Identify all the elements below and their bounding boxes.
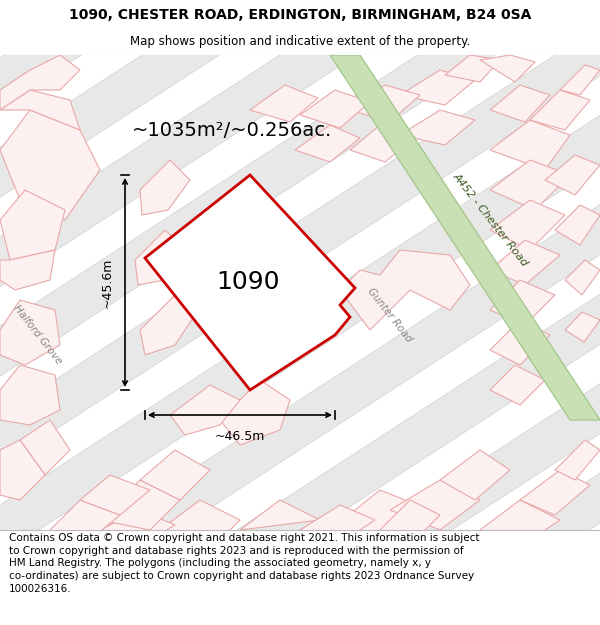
- Text: Gunter Road: Gunter Road: [366, 286, 414, 344]
- Polygon shape: [490, 365, 545, 405]
- Polygon shape: [0, 250, 55, 290]
- Polygon shape: [330, 490, 430, 540]
- Polygon shape: [0, 211, 600, 625]
- Polygon shape: [0, 90, 80, 130]
- Polygon shape: [480, 500, 560, 540]
- Polygon shape: [340, 250, 470, 330]
- Polygon shape: [0, 0, 317, 346]
- Polygon shape: [565, 260, 600, 295]
- Polygon shape: [140, 450, 210, 500]
- Polygon shape: [555, 205, 600, 245]
- Polygon shape: [0, 0, 439, 534]
- Polygon shape: [0, 0, 358, 409]
- Polygon shape: [565, 312, 600, 342]
- Polygon shape: [300, 90, 370, 128]
- Polygon shape: [0, 148, 600, 625]
- Polygon shape: [0, 365, 60, 425]
- Text: 1090: 1090: [216, 270, 280, 294]
- Text: Contains OS data © Crown copyright and database right 2021. This information is : Contains OS data © Crown copyright and d…: [9, 533, 479, 594]
- Text: Map shows position and indicative extent of the property.: Map shows position and indicative extent…: [130, 35, 470, 48]
- Polygon shape: [140, 160, 190, 215]
- Polygon shape: [0, 0, 276, 283]
- Polygon shape: [545, 155, 600, 195]
- Polygon shape: [480, 55, 535, 82]
- Polygon shape: [400, 110, 475, 145]
- Polygon shape: [170, 385, 240, 435]
- Polygon shape: [160, 500, 240, 550]
- Polygon shape: [0, 190, 65, 260]
- Polygon shape: [0, 337, 600, 625]
- Polygon shape: [490, 240, 560, 285]
- Polygon shape: [490, 280, 555, 325]
- Polygon shape: [0, 0, 235, 220]
- Polygon shape: [0, 110, 100, 220]
- Polygon shape: [490, 200, 565, 250]
- Polygon shape: [140, 295, 195, 355]
- Polygon shape: [0, 274, 600, 625]
- Polygon shape: [0, 0, 562, 625]
- Polygon shape: [555, 440, 600, 480]
- Polygon shape: [380, 500, 440, 540]
- Polygon shape: [490, 85, 550, 122]
- Polygon shape: [100, 480, 180, 530]
- Polygon shape: [390, 480, 480, 530]
- Polygon shape: [440, 450, 510, 500]
- Polygon shape: [250, 85, 318, 122]
- Polygon shape: [0, 0, 521, 625]
- Polygon shape: [50, 500, 120, 540]
- Polygon shape: [350, 125, 415, 162]
- Polygon shape: [145, 175, 355, 390]
- Polygon shape: [0, 55, 600, 530]
- Polygon shape: [0, 440, 45, 500]
- Polygon shape: [350, 85, 420, 122]
- Polygon shape: [445, 55, 500, 82]
- Polygon shape: [80, 475, 150, 515]
- Text: ~46.5m: ~46.5m: [215, 431, 265, 444]
- Polygon shape: [0, 22, 600, 625]
- Polygon shape: [0, 55, 80, 110]
- Polygon shape: [295, 125, 360, 162]
- Polygon shape: [490, 160, 570, 210]
- Polygon shape: [400, 70, 475, 105]
- Polygon shape: [20, 420, 70, 475]
- Polygon shape: [0, 85, 600, 625]
- Polygon shape: [0, 300, 60, 365]
- Text: ~1035m²/~0.256ac.: ~1035m²/~0.256ac.: [132, 121, 332, 139]
- Text: 1090, CHESTER ROAD, ERDINGTON, BIRMINGHAM, B24 0SA: 1090, CHESTER ROAD, ERDINGTON, BIRMINGHA…: [69, 8, 531, 22]
- Polygon shape: [240, 500, 320, 530]
- Text: A452 - Chester Road: A452 - Chester Road: [451, 171, 529, 269]
- Polygon shape: [100, 510, 175, 540]
- Polygon shape: [0, 0, 194, 157]
- Polygon shape: [490, 320, 550, 365]
- Polygon shape: [0, 0, 154, 94]
- Polygon shape: [0, 0, 481, 598]
- Polygon shape: [520, 470, 590, 515]
- Polygon shape: [530, 90, 590, 130]
- Polygon shape: [490, 120, 570, 170]
- Polygon shape: [0, 0, 398, 472]
- Polygon shape: [220, 380, 290, 445]
- Text: Halford Grove: Halford Grove: [12, 304, 64, 366]
- Polygon shape: [300, 505, 375, 540]
- Polygon shape: [560, 65, 600, 95]
- Polygon shape: [135, 230, 185, 285]
- Polygon shape: [330, 55, 600, 420]
- Text: ~45.6m: ~45.6m: [101, 258, 113, 308]
